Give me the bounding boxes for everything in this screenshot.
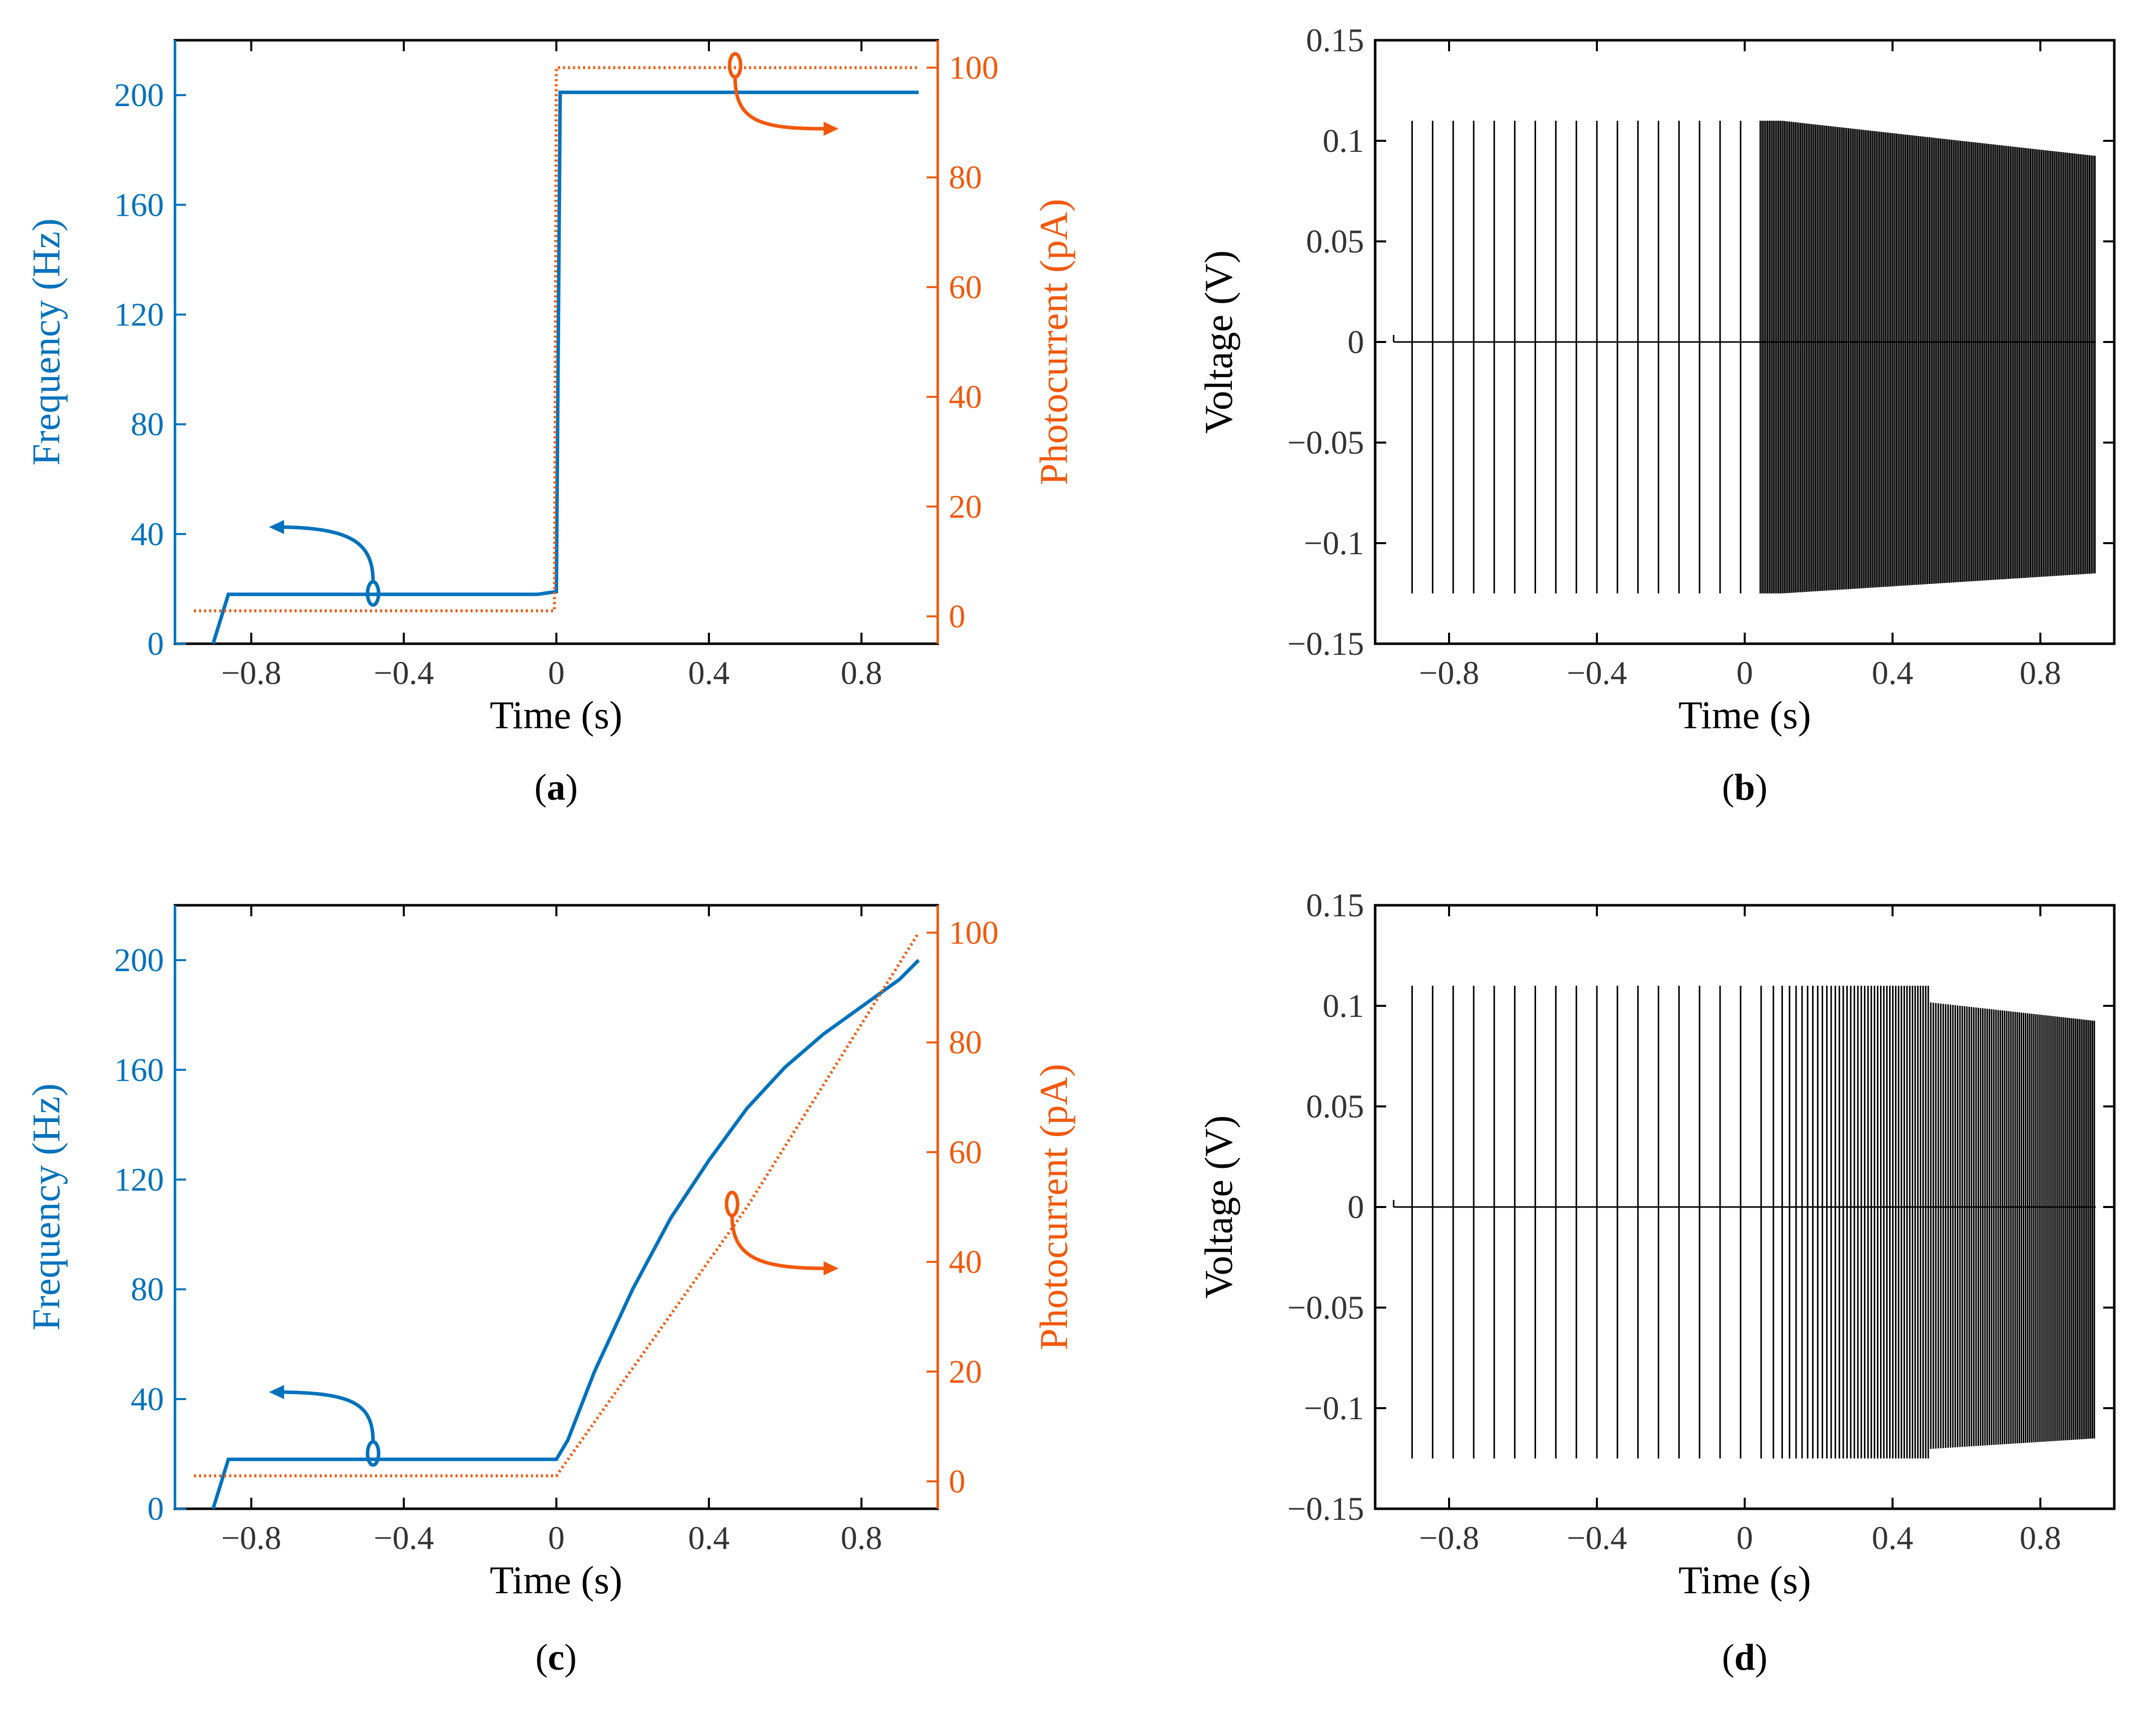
y-tick-label-right-c: 20 [949, 1353, 982, 1390]
series-photocurrent-c [194, 931, 920, 1478]
tick-group-c: −0.8 −0.4 0 0.4 0.8 0 40 80 120 160 200 0 20 40 60 80 10… [114, 905, 999, 1557]
y-tick-label-right-a: 0 [949, 598, 965, 635]
annotation-arrow-photocurrent-c [725, 1190, 839, 1275]
x-tick-label-a: 0.8 [841, 655, 882, 692]
x-tick-label-b: −0.8 [1419, 655, 1479, 692]
y-tick-label-a: 120 [114, 296, 164, 333]
tick-group-d: −0.8 −0.4 0 0.4 0.8 −0.15 −0.1 −0.05 0 0.05 0.1 0.1… [1287, 887, 2114, 1557]
panel-a: −0.8 −0.4 0 0.4 0.8 0 40 80 120 160 200 0 20 40 60 80 10… [24, 39, 1075, 808]
y-tick-label-d: −0.1 [1304, 1390, 1364, 1427]
x-tick-label-c: 0.8 [841, 1520, 882, 1557]
y-axis-label-left-c: Frequency (Hz) [24, 1083, 68, 1331]
panel-b: −0.8 −0.4 0 0.4 0.8 −0.15 −0.1 −0.05 0 0.05 0.1 0.1… [1197, 22, 2116, 808]
y-tick-label-d: −0.15 [1287, 1491, 1364, 1527]
panel-label-c: (c) [535, 1637, 577, 1678]
y-tick-label-b: 0.15 [1306, 22, 1365, 59]
x-tick-label-b: 0.4 [1872, 655, 1914, 692]
y-tick-label-right-a: 60 [949, 269, 982, 306]
x-axis-label-b: Time (s) [1678, 693, 1811, 737]
panel-d: −0.8 −0.4 0 0.4 0.8 −0.15 −0.1 −0.05 0 0.05 0.1 0.1… [1197, 887, 2116, 1678]
y-tick-label-d: −0.05 [1287, 1289, 1364, 1326]
x-tick-label-d: 0.4 [1872, 1520, 1914, 1557]
y-tick-label-right-c: 80 [949, 1024, 982, 1061]
y-tick-label-right-c: 100 [949, 915, 999, 952]
series-group-a [194, 66, 919, 645]
y-axis-label-left-a: Frequency (Hz) [24, 218, 68, 466]
x-tick-label-a: −0.8 [221, 655, 282, 692]
x-axis-label-d: Time (s) [1678, 1558, 1811, 1602]
x-tick-label-c: −0.8 [221, 1520, 282, 1557]
y-tick-label-right-c: 60 [949, 1134, 982, 1171]
y-tick-label-a: 40 [131, 516, 164, 553]
annotation-arrow-photocurrent-a [728, 52, 839, 136]
annotation-arrow-frequency-c [269, 1385, 381, 1467]
y-axis-label-right-a: Photocurrent (pA) [1032, 199, 1075, 485]
x-axis-label-a: Time (s) [490, 693, 622, 737]
y-tick-label-c: 160 [114, 1052, 164, 1088]
annotation-arrow-frequency-a [269, 520, 381, 607]
y-tick-label-b: −0.05 [1287, 424, 1364, 461]
panel-label-b: (b) [1722, 767, 1767, 808]
y-tick-label-right-a: 20 [949, 488, 982, 525]
y-tick-label-right-c: 0 [949, 1463, 965, 1500]
series-group-d [1393, 986, 2096, 1458]
y-tick-label-d: 0.15 [1306, 887, 1365, 924]
x-tick-label-c: 0 [548, 1520, 565, 1557]
panel-c: −0.8 −0.4 0 0.4 0.8 0 40 80 120 160 200 0 20 40 60 80 10… [24, 904, 1075, 1678]
y-tick-label-d: 0.05 [1306, 1088, 1365, 1125]
tick-group-b: −0.8 −0.4 0 0.4 0.8 −0.15 −0.1 −0.05 0 0.05 0.1 0.1… [1287, 22, 2114, 692]
x-tick-label-a: 0.4 [688, 655, 730, 692]
x-tick-label-d: 0 [1737, 1520, 1753, 1557]
series-group-c [194, 931, 920, 1510]
y-tick-label-a: 0 [147, 626, 164, 662]
y-tick-label-b: −0.15 [1287, 626, 1364, 662]
y-tick-label-b: 0 [1348, 324, 1364, 361]
x-tick-label-b: 0 [1737, 655, 1753, 692]
x-tick-label-a: 0 [548, 655, 565, 692]
y-tick-label-a: 80 [131, 406, 164, 443]
plot-frame-c [173, 904, 939, 1510]
y-tick-label-c: 0 [147, 1491, 164, 1527]
x-tick-label-b: 0.8 [2020, 655, 2061, 692]
series-group-b [1393, 121, 2096, 593]
series-photocurrent-a [194, 66, 919, 613]
x-tick-label-a: −0.4 [374, 655, 434, 692]
panel-label-d: (d) [1722, 1637, 1767, 1678]
y-axis-label-right-c: Photocurrent (pA) [1032, 1064, 1075, 1350]
y-tick-label-a: 160 [114, 187, 164, 223]
panel-label-a: (a) [534, 767, 578, 808]
y-tick-label-right-a: 40 [949, 379, 982, 415]
y-tick-label-b: 0.05 [1306, 223, 1365, 260]
x-tick-label-b: −0.4 [1567, 655, 1627, 692]
x-tick-label-c: −0.4 [374, 1520, 434, 1557]
y-axis-label-d: Voltage (V) [1197, 1115, 1240, 1299]
y-tick-label-right-a: 80 [949, 159, 982, 196]
x-tick-label-d: 0.8 [2020, 1520, 2061, 1557]
x-tick-label-d: −0.4 [1567, 1520, 1627, 1557]
series-frequency-c [211, 959, 920, 1510]
y-tick-label-c: 200 [114, 942, 164, 979]
y-tick-label-right-a: 100 [949, 50, 999, 87]
y-tick-label-right-c: 40 [949, 1244, 982, 1280]
x-tick-label-d: −0.8 [1419, 1520, 1479, 1557]
y-tick-label-b: 0.1 [1323, 123, 1365, 159]
y-tick-label-c: 120 [114, 1161, 164, 1198]
tick-group-a: −0.8 −0.4 0 0.4 0.8 0 40 80 120 160 200 0 20 40 60 80 10… [114, 40, 999, 692]
x-axis-label-c: Time (s) [490, 1558, 622, 1602]
y-tick-label-b: −0.1 [1304, 525, 1364, 562]
series-frequency-a [211, 91, 919, 645]
x-tick-label-c: 0.4 [688, 1520, 730, 1557]
y-axis-label-b: Voltage (V) [1197, 250, 1240, 434]
y-tick-label-c: 40 [131, 1381, 164, 1418]
y-tick-label-d: 0.1 [1323, 988, 1365, 1024]
y-tick-label-c: 80 [131, 1271, 164, 1308]
y-tick-label-d: 0 [1348, 1189, 1364, 1226]
y-tick-label-a: 200 [114, 77, 164, 114]
